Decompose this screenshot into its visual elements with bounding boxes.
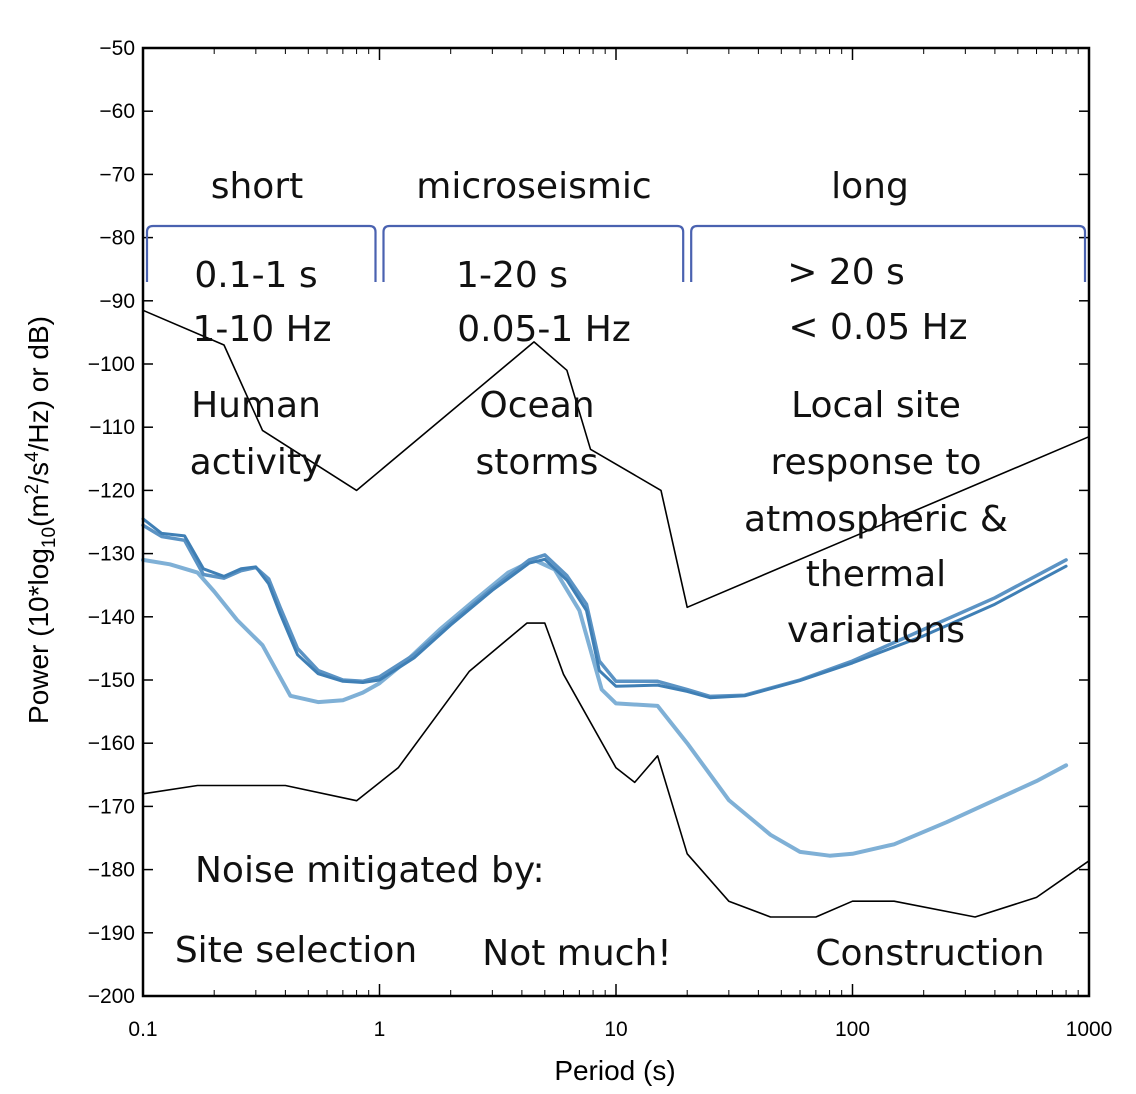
y-tick-label: −100 bbox=[88, 353, 135, 376]
y-tick-label: −110 bbox=[89, 416, 135, 439]
x-tick-label: 10 bbox=[604, 1018, 627, 1041]
annotation-response-to: response to bbox=[770, 442, 981, 483]
annotation-long-period: > 20 s bbox=[787, 252, 905, 293]
x-tick-label: 100 bbox=[835, 1018, 870, 1041]
y-tick-label: −190 bbox=[88, 922, 135, 945]
plot-frame bbox=[141, 46, 1091, 998]
x-axis-title: Period (s) bbox=[554, 1055, 675, 1086]
y-tick-label: −150 bbox=[88, 669, 135, 692]
annotation-local-site: Local site bbox=[791, 385, 961, 426]
y-axis-title: Power (10*log10(m2/s4/Hz) or dB) bbox=[22, 316, 60, 724]
annotation-short-period: 0.1-1 s bbox=[194, 255, 317, 296]
annotation-site-selection: Site selection bbox=[175, 930, 417, 971]
y-tick-label: −200 bbox=[88, 985, 135, 1008]
annotation-micro-period: 1-20 s bbox=[456, 255, 568, 296]
series-line-station_dark-4 bbox=[141, 517, 1068, 700]
y-tick-label: −180 bbox=[88, 859, 135, 882]
annotation-variations: variations bbox=[787, 610, 965, 651]
annotation-activity: activity bbox=[190, 442, 323, 483]
y-tick-label: −140 bbox=[88, 606, 135, 629]
annotation-micro-frequency: 0.05-1 Hz bbox=[457, 309, 630, 350]
series-layer bbox=[141, 309, 1090, 918]
annotation-construction: Construction bbox=[815, 933, 1044, 974]
band-brace-short bbox=[145, 224, 377, 282]
annotation-ocean: Ocean bbox=[479, 385, 594, 426]
x-tick-label: 0.1 bbox=[128, 1018, 157, 1041]
y-tick-label: −90 bbox=[99, 290, 135, 313]
annotation-storms: storms bbox=[476, 442, 599, 483]
x-tick-label: 1000 bbox=[1066, 1018, 1113, 1041]
y-tick-label: −50 bbox=[99, 37, 135, 60]
y-tick-label: −120 bbox=[88, 479, 135, 502]
annotation-human: Human bbox=[191, 385, 321, 426]
annotation-short-frequency: 1-10 Hz bbox=[192, 309, 331, 350]
band-label-short: short bbox=[211, 166, 304, 207]
series-line-model-1 bbox=[142, 622, 1090, 918]
series-line-station_light-2 bbox=[141, 557, 1069, 858]
y-tick-label: −80 bbox=[99, 227, 135, 250]
annotation-long-frequency: < 0.05 Hz bbox=[788, 307, 967, 348]
annotations-layer: short microseismic long 0.1-1 s 1-10 Hz … bbox=[175, 166, 1045, 974]
band-brace-long bbox=[690, 224, 1087, 282]
x-tick-label: 1 bbox=[374, 1018, 386, 1041]
annotation-noise-mitigated: Noise mitigated by: bbox=[195, 850, 545, 891]
band-label-microseismic: microseismic bbox=[416, 166, 651, 207]
annotation-atmospheric: atmospheric & bbox=[744, 499, 1008, 540]
band-brace-microseismic bbox=[382, 224, 685, 282]
series-line-model-0 bbox=[142, 309, 1090, 609]
band-braces bbox=[145, 224, 1087, 282]
annotation-not-much: Not much! bbox=[482, 933, 671, 974]
y-tick-label: −70 bbox=[99, 163, 135, 186]
y-tick-label: −130 bbox=[88, 543, 135, 566]
y-tick-label: −170 bbox=[88, 795, 135, 818]
y-tick-label: −160 bbox=[88, 732, 135, 755]
band-label-long: long bbox=[831, 166, 909, 207]
annotation-thermal: thermal bbox=[806, 554, 946, 595]
y-tick-label: −60 bbox=[99, 100, 135, 123]
